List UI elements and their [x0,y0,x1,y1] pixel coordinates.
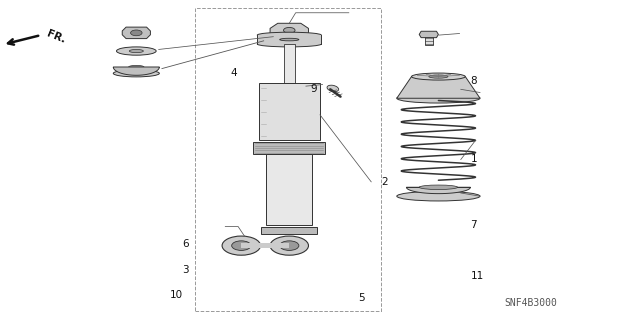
Text: 5: 5 [358,293,365,303]
Polygon shape [113,67,159,75]
Text: SNF4B3000: SNF4B3000 [505,298,557,308]
Ellipse shape [257,32,321,38]
Ellipse shape [129,49,143,53]
Ellipse shape [116,47,156,55]
Text: 2: 2 [381,177,387,187]
Bar [257,35,321,44]
Bar [253,142,325,154]
Text: 7: 7 [470,220,477,230]
Polygon shape [419,31,438,38]
Ellipse shape [327,85,339,92]
Ellipse shape [280,38,299,41]
Ellipse shape [397,191,480,201]
Text: 9: 9 [310,84,317,94]
Text: FR.: FR. [45,28,67,45]
Ellipse shape [257,41,321,47]
Circle shape [280,241,299,250]
Ellipse shape [412,73,465,80]
Bar [284,44,295,83]
Circle shape [131,30,142,36]
Text: 1: 1 [470,154,477,165]
Bar [241,243,289,248]
Circle shape [232,241,251,250]
Bar [425,37,433,45]
Circle shape [284,27,295,33]
Text: 8: 8 [470,76,477,86]
Text: 4: 4 [230,68,237,78]
Ellipse shape [419,185,458,189]
Circle shape [270,236,308,255]
Text: 11: 11 [470,271,484,281]
Polygon shape [270,23,308,33]
Bar [259,83,320,140]
Text: 6: 6 [182,239,189,249]
Polygon shape [122,27,150,39]
Ellipse shape [113,70,159,77]
Ellipse shape [397,93,480,103]
Text: 3: 3 [182,264,189,275]
Ellipse shape [129,65,144,69]
Bar [266,154,312,225]
Ellipse shape [429,75,448,78]
Polygon shape [397,77,480,98]
Polygon shape [406,187,470,194]
Bar [261,227,317,234]
Text: 10: 10 [170,290,183,300]
Circle shape [222,236,260,255]
